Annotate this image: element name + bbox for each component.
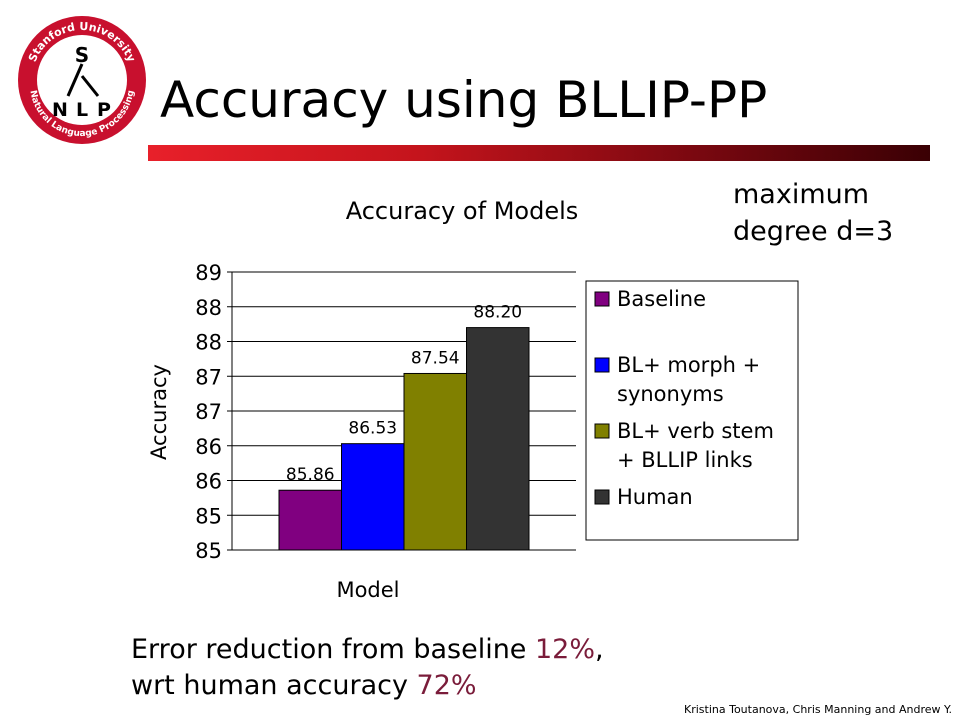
side-note-line-1: maximum [733,179,870,210]
y-tick-label: 85 [195,504,222,528]
bar-layer [278,327,530,551]
legend-label: Human [617,485,693,509]
side-note: maximum degree d=3 [733,176,893,250]
legend-label: + BLLIP links [617,448,753,472]
chart-title: Accuracy of Models [346,197,579,225]
x-axis-label: Model [336,578,399,602]
baseline-reduction-value: 12% [535,634,596,665]
data-label: 85.86 [286,465,335,485]
y-tick-label: 87 [195,400,222,424]
legend-label: synonyms [617,382,724,406]
y-tick-label: 86 [195,470,222,494]
data-label-layer: 85.86 86.53 87.54 88.20 [286,303,522,486]
summary-line-2-text: wrt human accuracy [131,670,417,701]
y-tick-label: 87 [195,365,222,389]
summary-line-2: wrt human accuracy 72% [131,668,604,704]
logo-letter-l: L [76,99,88,121]
logo-letter-n: N [52,99,68,121]
bar-1 [278,489,342,551]
legend-swatch-2 [594,357,610,373]
data-label: 88.20 [473,303,522,323]
legend-label: BL+ morph + [617,353,760,377]
summary-line-1-tail: , [595,634,604,665]
y-tick-label: 89 [195,261,222,285]
y-tick-label: 88 [195,296,222,320]
summary-text: Error reduction from baseline 12%, wrt h… [131,632,604,704]
y-axis-label: Accuracy [147,364,171,460]
legend-swatch-1 [594,291,610,307]
human-accuracy-value: 72% [416,670,477,701]
stanford-nlp-logo: Stanford University Natural Language Pro… [18,16,146,144]
title-underline-bar [148,145,930,161]
legend-label: Baseline [617,287,706,311]
bar-2 [341,443,405,551]
side-note-line-2: degree d=3 [733,216,894,247]
logo-letter-s: S [75,43,89,67]
data-label: 87.54 [411,348,460,368]
legend-swatch-3 [594,423,610,439]
tick-layer: 85 85 86 86 87 87 88 88 89 [195,261,576,563]
y-tick-label: 86 [195,435,222,459]
y-tick-label: 88 [195,331,222,355]
summary-line-1: Error reduction from baseline 12%, [131,632,604,668]
data-label: 86.53 [348,419,397,439]
author-credit: Kristina Toutanova, Chris Manning and An… [684,703,952,716]
legend-swatch-4 [594,489,610,505]
bar-4 [466,327,530,551]
legend: Baseline BL+ morph + synonyms BL+ verb stem… [585,280,799,541]
legend-box [585,280,799,541]
y-tick-label: 85 [195,539,222,563]
bar-3 [403,372,467,551]
summary-line-1-text: Error reduction from baseline [131,634,535,665]
logo-letter-p: P [97,99,111,121]
legend-label: BL+ verb stem [617,419,774,443]
slide-title: Accuracy using BLLIP-PP [160,71,768,129]
